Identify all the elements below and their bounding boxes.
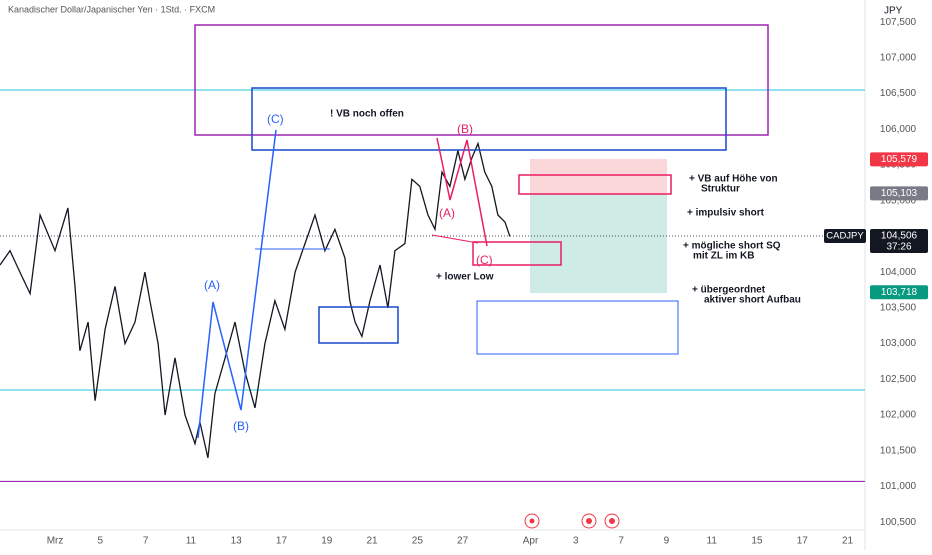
x-tick-label: 9 <box>664 536 670 547</box>
price-tag <box>870 285 928 300</box>
event-icons <box>524 513 620 529</box>
currency: JPY <box>884 6 903 17</box>
wave-label: (B) <box>457 122 473 136</box>
annotation: mit ZL im KB <box>693 251 754 262</box>
wave-label: (A) <box>204 278 220 292</box>
event-icon-dot <box>586 518 592 524</box>
plot <box>0 141 865 459</box>
annotation: + lower Low <box>436 272 494 283</box>
annotation: + VB auf Höhe von <box>689 174 778 185</box>
price-tag-label: 103,718 <box>881 287 918 298</box>
annotation: + mögliche short SQ <box>683 241 781 252</box>
price-tag <box>870 152 928 167</box>
y-tick-label: 101,000 <box>880 481 917 492</box>
wave-label: (B) <box>233 419 249 433</box>
y-tick-label: 107,000 <box>880 52 917 63</box>
x-tick-label: 11 <box>707 536 718 547</box>
wave-label: (C) <box>267 112 284 126</box>
chart-title: Kanadischer Dollar/Japanischer Yen · 1St… <box>8 4 215 14</box>
countdown: 37:26 <box>886 242 911 253</box>
price-tag-label: 105,579 <box>881 154 918 165</box>
wave <box>436 137 488 247</box>
box <box>318 306 399 344</box>
y-tick-label: 107,500 <box>880 17 917 28</box>
x-tick-label: 3 <box>573 536 579 547</box>
annotation: aktiver short Aufbau <box>704 295 801 306</box>
box <box>472 241 562 266</box>
x-tick-label: 17 <box>797 536 809 547</box>
x-tick-label: 7 <box>618 536 624 547</box>
event-icon-dot <box>609 518 615 524</box>
x-tick-label: Mrz <box>47 536 64 547</box>
y-tick-label: 102,500 <box>880 374 917 385</box>
symbol-label: CADJPY <box>826 231 864 242</box>
y-tick-label: 104,000 <box>880 267 917 278</box>
wave <box>197 129 277 439</box>
annotation: Struktur <box>701 184 740 195</box>
price-tag <box>870 229 928 253</box>
y-tick-label: 103,000 <box>880 338 917 349</box>
y-tick-label: 101,500 <box>880 445 917 456</box>
box <box>518 174 672 195</box>
x-tick-label: 19 <box>321 536 333 547</box>
event-icon[interactable] <box>604 513 620 529</box>
y-tick-label: 105,000 <box>880 195 917 206</box>
wave-label: (C) <box>476 253 493 267</box>
x-tick-label: 21 <box>366 536 378 547</box>
x-tick-label: 17 <box>276 536 288 547</box>
x-tick-label: 25 <box>412 536 424 547</box>
box <box>251 87 727 151</box>
symbol-tag <box>824 229 866 243</box>
hlines <box>0 89 865 483</box>
box <box>194 24 769 136</box>
annotation: + impulsiv short <box>687 208 765 219</box>
event-icon[interactable] <box>524 513 540 529</box>
annotation: + übergeordnet <box>692 285 766 296</box>
x-tick-label: 5 <box>98 536 104 547</box>
x-tick-label: 11 <box>186 536 197 547</box>
stop-zone <box>530 159 667 194</box>
event-icon[interactable] <box>581 513 597 529</box>
target-zone <box>530 194 667 293</box>
y-tick-label: 106,000 <box>880 124 917 135</box>
y-tick-label: 106,500 <box>880 88 917 99</box>
price-line <box>0 141 511 459</box>
price-tag <box>870 186 928 201</box>
x-tick-label: 7 <box>143 536 149 547</box>
y-tick-label: 103,500 <box>880 302 917 313</box>
price-tag-label: 105,103 <box>881 188 918 199</box>
x-tick-label: 15 <box>751 536 763 547</box>
wave-label: (A) <box>439 206 455 220</box>
annotation: ! VB noch offen <box>330 109 404 120</box>
y-tick-label: 100,500 <box>880 517 917 528</box>
price-tag-label: 104,506 <box>881 231 918 242</box>
arrow <box>431 234 479 244</box>
x-tick-label: 27 <box>457 536 469 547</box>
box <box>476 300 679 355</box>
x-tick-label: Apr <box>523 536 539 547</box>
x-tick-label: 13 <box>231 536 243 547</box>
y-tick-label: 102,000 <box>880 410 917 421</box>
event-icon-dot <box>529 518 535 524</box>
x-tick-label: 21 <box>842 536 854 547</box>
